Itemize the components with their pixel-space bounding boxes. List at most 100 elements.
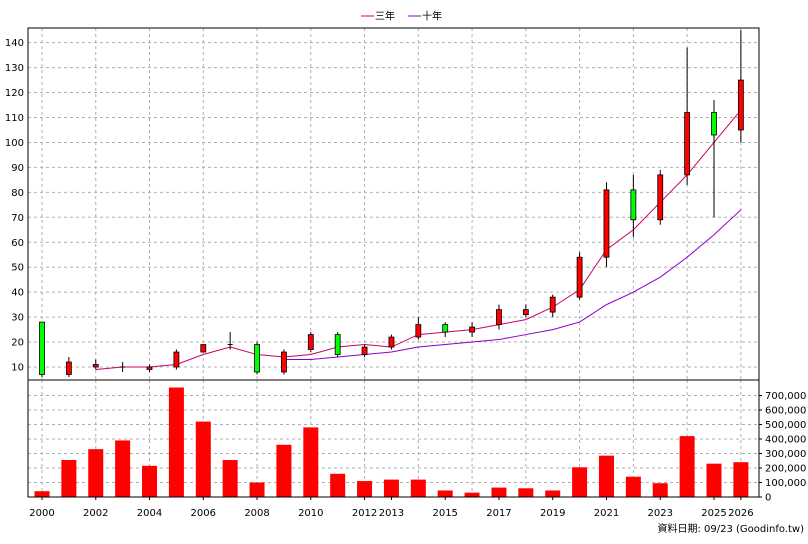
price-panel-frame — [27, 27, 760, 381]
candle-body-2010 — [307, 334, 314, 350]
volume-bar-2012 — [357, 481, 373, 497]
volume-tick-label-600000: 600,000 — [765, 406, 806, 417]
candle-body-2012 — [361, 346, 368, 355]
volume-bar-2014 — [410, 479, 426, 497]
candle-body-2018 — [522, 309, 529, 316]
price-tick-label-80: 80 — [11, 188, 24, 199]
candle-body-2021 — [603, 189, 610, 258]
x-tick-label-2021: 2021 — [594, 508, 619, 519]
x-tick-label-2006: 2006 — [191, 508, 216, 519]
candle-body-2015 — [442, 324, 449, 333]
volume-tick-label-0: 0 — [765, 493, 771, 504]
volume-bar-2009 — [276, 444, 292, 497]
volume-bars — [34, 387, 749, 497]
x-tick-label-2004: 2004 — [137, 508, 162, 519]
candle-body-2026 — [737, 79, 744, 131]
volume-tick-label-700000: 700,000 — [765, 391, 806, 402]
price-tick-label-20: 20 — [11, 338, 24, 349]
x-tick-label-2010: 2010 — [298, 508, 323, 519]
volume-bar-2025 — [706, 463, 722, 497]
volume-bar-2000 — [34, 491, 50, 497]
legend-three-year-label: 三年 — [375, 10, 395, 23]
price-y-axis: 10 20 30 40 50 60 70 80 90 100 110 120 130 140 — [5, 38, 24, 373]
volume-tick-label-100000: 100,000 — [765, 478, 806, 489]
x-tick-label-2013: 2013 — [379, 508, 404, 519]
price-tick-label-100: 100 — [5, 138, 24, 149]
volume-bar-2019 — [545, 490, 561, 497]
volume-bar-2018 — [518, 488, 534, 497]
volume-bar-2008 — [249, 482, 265, 497]
volume-bar-2003 — [115, 440, 131, 497]
volume-bar-2005 — [168, 387, 184, 497]
candle-body-2002 — [92, 364, 99, 368]
x-tick-label-2019: 2019 — [540, 508, 565, 519]
candle-body-2009 — [281, 351, 287, 373]
candle-body-2023 — [657, 174, 664, 221]
volume-bar-2011 — [330, 473, 346, 497]
candle-body-2019 — [549, 296, 556, 313]
data-date-footer: 資料日期: 09/23 (Goodinfo.tw) — [657, 522, 804, 535]
volume-tick-label-500000: 500,000 — [765, 420, 806, 431]
volume-bar-2021 — [598, 455, 614, 497]
volume-y-axis: 0 100,000 200,000 300,000 400,000 500,000 600,… — [759, 391, 806, 504]
candle-body-2025 — [711, 112, 717, 136]
year-x-axis: 2000 2002 2004 2006 2008 2010 2012 2013 2015 2017… — [29, 497, 754, 519]
volume-panel-grid — [28, 380, 759, 497]
price-tick-label-120: 120 — [5, 88, 24, 99]
candle-body-2024 — [684, 112, 691, 176]
price-tick-label-50: 50 — [11, 263, 24, 274]
volume-bar-2024 — [679, 436, 695, 497]
candle-body-2011 — [334, 334, 341, 355]
volume-bar-2006 — [195, 421, 211, 497]
candle-body-2004 — [146, 366, 153, 370]
legend-ten-year-label: 十年 — [422, 10, 442, 23]
candle-body-2022 — [630, 189, 637, 221]
volume-bar-2007 — [222, 460, 238, 497]
x-tick-label-2026: 2026 — [728, 508, 753, 519]
x-tick-label-2008: 2008 — [244, 508, 269, 519]
price-tick-label-30: 30 — [11, 313, 24, 324]
x-tick-label-2015: 2015 — [432, 508, 457, 519]
price-tick-label-140: 140 — [5, 38, 24, 49]
volume-bar-2001 — [61, 460, 77, 497]
volume-bar-2002 — [88, 449, 104, 497]
volume-bar-2016 — [464, 492, 480, 497]
x-tick-label-2012: 2012 — [352, 508, 377, 519]
candle-body-2005 — [173, 351, 180, 368]
candle-body-2016 — [469, 326, 475, 333]
price-tick-label-70: 70 — [11, 213, 24, 224]
candle-body-2014 — [415, 324, 422, 338]
volume-tick-label-300000: 300,000 — [765, 449, 806, 460]
candle-body-2001 — [65, 361, 72, 375]
price-tick-label-60: 60 — [11, 238, 24, 249]
x-tick-label-2017: 2017 — [486, 508, 511, 519]
volume-bar-2017 — [491, 487, 507, 497]
volume-bar-2013 — [383, 479, 399, 497]
x-tick-label-2023: 2023 — [648, 508, 673, 519]
x-tick-label-2002: 2002 — [83, 508, 108, 519]
x-tick-label-2000: 2000 — [29, 508, 54, 519]
volume-bar-2026 — [733, 462, 749, 497]
candle-body-2006 — [200, 344, 207, 353]
candle-body-2008 — [254, 344, 260, 373]
volume-bar-2023 — [652, 483, 668, 497]
volume-bar-2015 — [437, 490, 453, 497]
price-tick-label-130: 130 — [5, 63, 24, 74]
candle-body-2013 — [388, 336, 395, 348]
volume-bar-2004 — [142, 465, 158, 497]
volume-tick-label-200000: 200,000 — [765, 464, 806, 475]
candle-body-2017 — [496, 309, 502, 325]
legend: 三年 十年 — [361, 10, 442, 23]
price-tick-label-110: 110 — [5, 113, 24, 124]
price-tick-label-90: 90 — [11, 163, 24, 174]
price-tick-label-40: 40 — [11, 288, 24, 299]
price-panel-grid — [28, 28, 759, 380]
candle-body-2020 — [576, 256, 583, 298]
volume-bar-2020 — [572, 467, 588, 497]
candlesticks — [39, 30, 744, 377]
price-tick-label-10: 10 — [11, 363, 24, 374]
volume-tick-label-400000: 400,000 — [765, 435, 806, 446]
ma-line-十年 — [283, 209, 742, 361]
